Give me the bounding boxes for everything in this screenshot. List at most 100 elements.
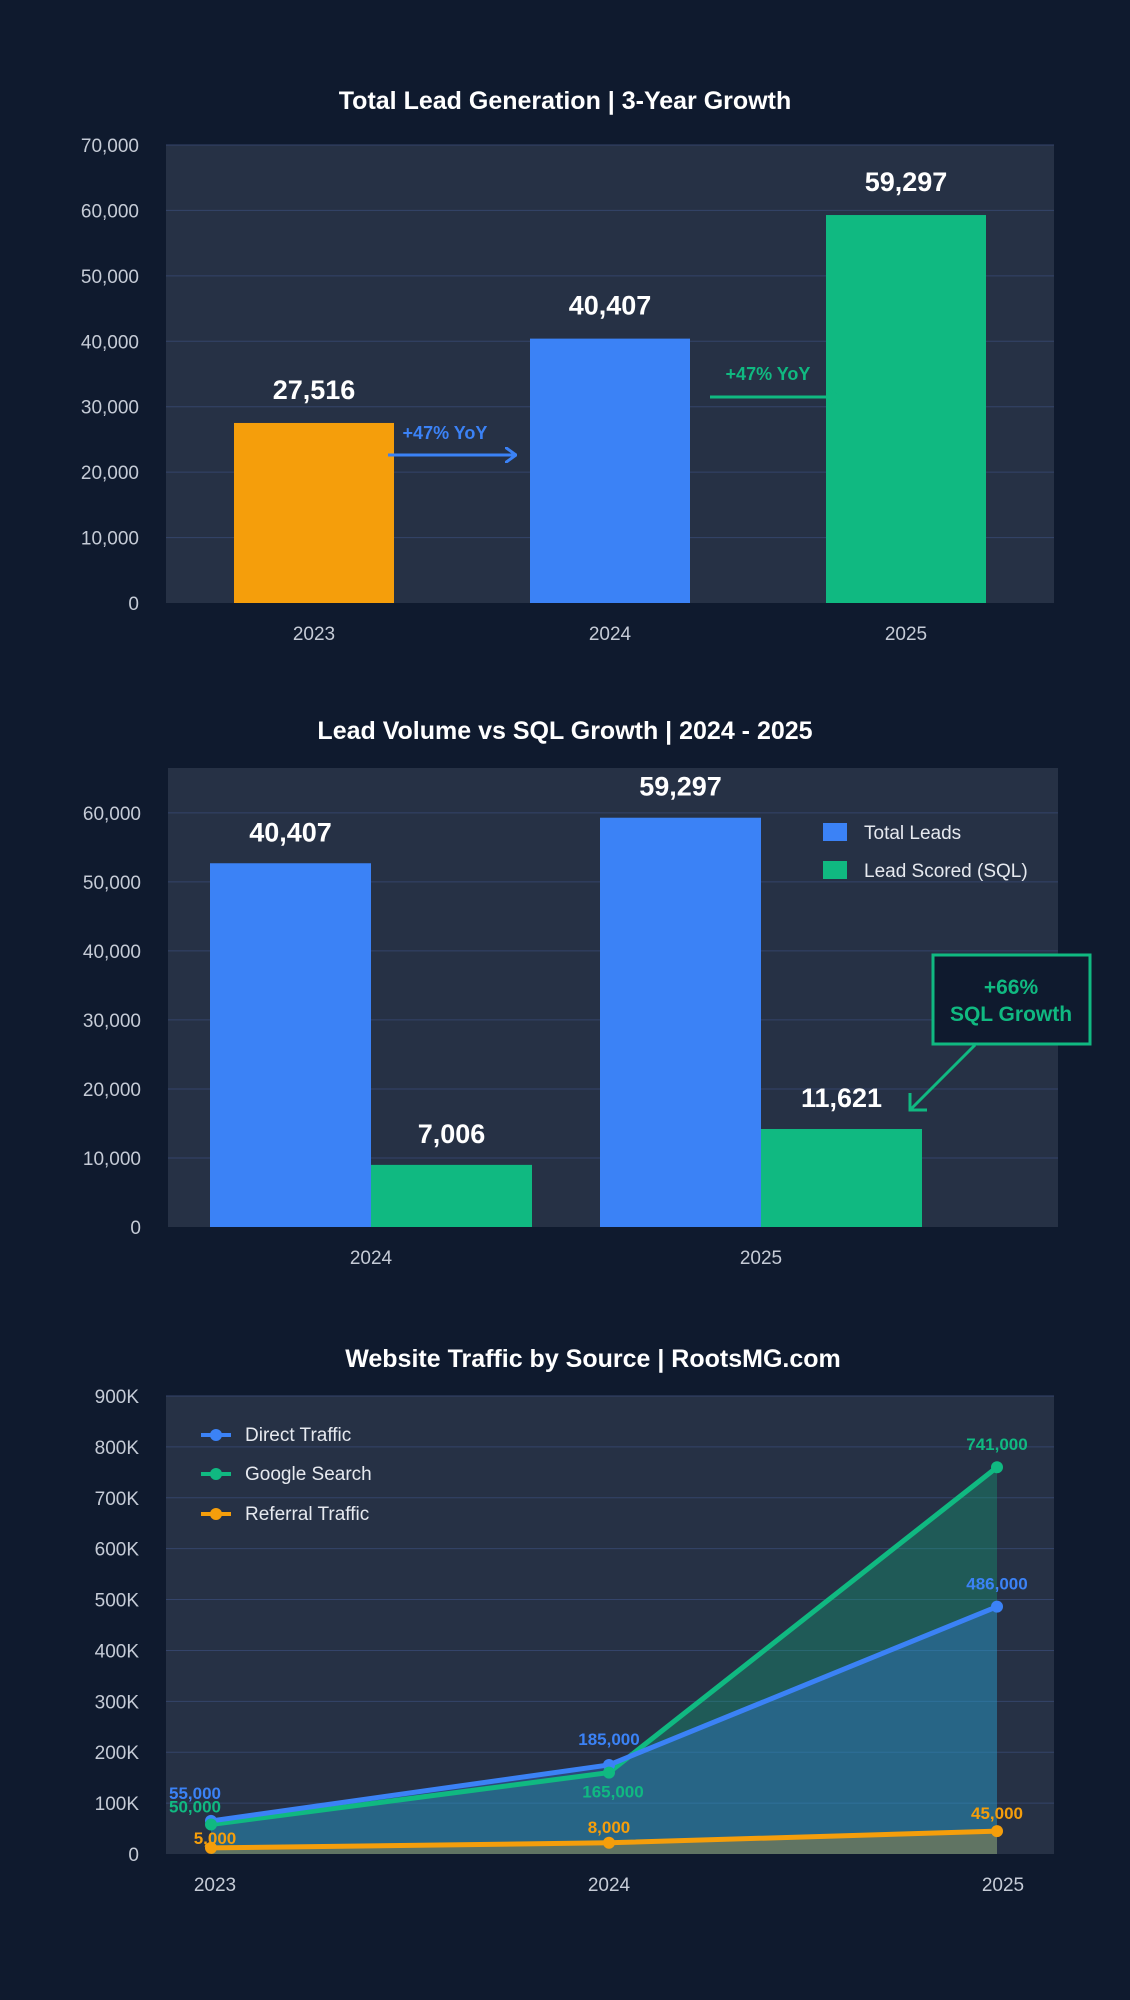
y-tick-label: 500K <box>95 1591 140 1612</box>
point-value-label: 45,000 <box>971 1804 1023 1823</box>
chart-2-legend: Total Leads Lead Scored (SQL) <box>823 823 1028 882</box>
point-value-label: 8,000 <box>588 1818 631 1837</box>
chart-total-leads: Total Lead Generation | 3-Year Growth 0 1… <box>81 87 1054 645</box>
bar-2023 <box>234 422 394 603</box>
y-tick-label: 50,000 <box>83 873 141 894</box>
area-direct-traffic <box>211 1606 997 1854</box>
y-tick-label: 20,000 <box>83 1080 141 1101</box>
area-google-search <box>211 1467 997 1854</box>
chart-3-title: Website Traffic by Source | RootsMG.com <box>345 1345 841 1373</box>
y-tick-label: 100K <box>95 1794 140 1815</box>
point-value-label: 741,000 <box>966 1435 1027 1454</box>
legend-swatch-sql <box>823 861 847 879</box>
y-tick-label: 40,000 <box>81 332 139 353</box>
chart-2-bars: 40,407 7,006 59,297 11,621 <box>210 772 922 1227</box>
bar-2025-sql <box>761 1128 922 1227</box>
legend-label-referral: Referral Traffic <box>245 1504 369 1525</box>
bar-value-label: 59,297 <box>639 772 722 802</box>
y-tick-label: 40,000 <box>83 942 141 963</box>
bar-2024-sql <box>371 1164 532 1227</box>
yoy-label-1: +47% YoY <box>403 423 488 443</box>
chart-1-title: Total Lead Generation | 3-Year Growth <box>339 87 791 115</box>
legend-swatch-total-leads <box>823 823 847 841</box>
chart-3-point-labels: 55,000 185,000 486,000 50,000 165,000 741,000… <box>169 1435 1028 1848</box>
bar-value-label: 40,407 <box>249 817 332 847</box>
chart-2-x-axis: 2024 2025 <box>350 1248 782 1269</box>
chart-3-points <box>205 1461 1003 1854</box>
legend-dot-google <box>210 1468 222 1480</box>
yoy-annotation-2024-2025: +47% YoY <box>710 364 838 397</box>
legend-label-total-leads: Total Leads <box>864 823 961 844</box>
data-point <box>603 1766 615 1779</box>
legend-dot-referral <box>210 1508 222 1520</box>
bar-value-label: 40,407 <box>569 291 652 321</box>
legend-label-google: Google Search <box>245 1464 372 1485</box>
point-value-label: 50,000 <box>169 1797 221 1816</box>
x-tick-label: 2025 <box>982 1875 1024 1896</box>
point-value-label: 5,000 <box>194 1829 237 1848</box>
data-point <box>603 1836 615 1849</box>
bar-2025 <box>826 215 986 603</box>
y-tick-label: 200K <box>95 1743 140 1764</box>
data-point <box>991 1600 1003 1613</box>
callout-line-2: SQL Growth <box>950 1003 1072 1026</box>
bar-value-label: 59,297 <box>865 167 948 197</box>
callout-arrow-line <box>908 1043 977 1112</box>
data-point <box>991 1825 1003 1838</box>
y-tick-label: 20,000 <box>81 463 139 484</box>
point-value-label: 55,000 <box>169 1784 221 1803</box>
bar-value-label: 27,516 <box>273 375 356 405</box>
legend-label-direct: Direct Traffic <box>245 1425 351 1446</box>
y-tick-label: 800K <box>95 1438 140 1459</box>
x-tick-label: 2024 <box>350 1248 393 1269</box>
yoy-label-2: +47% YoY <box>726 364 811 384</box>
chart-3-areas <box>211 1467 997 1854</box>
callout-line-1: +66% <box>984 976 1039 999</box>
point-value-label: 165,000 <box>582 1783 643 1802</box>
x-tick-label: 2024 <box>588 1875 631 1896</box>
y-tick-label: 30,000 <box>83 1011 141 1032</box>
chart-3-grid <box>166 1395 1054 1804</box>
y-tick-label: 400K <box>95 1641 140 1662</box>
data-point <box>205 1841 217 1854</box>
legend-label-sql: Lead Scored (SQL) <box>864 861 1028 882</box>
x-tick-label: 2025 <box>885 624 927 645</box>
y-tick-label: 600K <box>95 1540 140 1561</box>
y-tick-label: 0 <box>128 594 139 615</box>
y-tick-label: 10,000 <box>83 1149 141 1170</box>
bar-2025-total-leads <box>600 817 761 1227</box>
x-tick-label: 2023 <box>194 1875 236 1896</box>
x-tick-label: 2023 <box>293 624 335 645</box>
y-tick-label: 50,000 <box>81 267 139 288</box>
bar-2024 <box>530 338 690 603</box>
x-tick-label: 2025 <box>740 1248 782 1269</box>
y-tick-label: 60,000 <box>83 804 141 825</box>
chart-1-bars: 27,516 40,407 59,297 <box>234 167 986 603</box>
x-tick-label: 2024 <box>589 624 632 645</box>
point-value-label: 486,000 <box>966 1575 1027 1594</box>
point-value-label: 185,000 <box>578 1730 639 1749</box>
bar-2024-total-leads <box>210 863 371 1227</box>
y-tick-label: 700K <box>95 1489 140 1510</box>
y-tick-label: 60,000 <box>81 201 139 222</box>
callout-arrow-head <box>908 1093 927 1112</box>
chart-2-y-axis: 0 10,000 20,000 30,000 40,000 50,000 60,000 <box>83 804 141 1239</box>
legend-dot-direct <box>210 1429 222 1441</box>
y-tick-label: 0 <box>128 1845 139 1866</box>
y-tick-label: 300K <box>95 1692 140 1713</box>
chart-1-x-axis: 2023 2024 2025 <box>293 624 927 645</box>
sql-growth-callout: +66% SQL Growth <box>908 953 1092 1112</box>
area-referral-traffic <box>211 1831 997 1854</box>
y-tick-label: 900K <box>95 1387 140 1408</box>
yoy-annotation-2023-2024: +47% YoY <box>388 423 515 455</box>
chart-3-x-axis: 2023 2024 2025 <box>194 1875 1024 1896</box>
bar-value-label: 7,006 <box>418 1119 486 1149</box>
chart-1-y-axis: 0 10,000 20,000 30,000 40,000 50,000 60,000 70,… <box>81 136 139 615</box>
chart-lead-vs-sql: Lead Volume vs SQL Growth | 2024 - 2025 … <box>83 717 1092 1269</box>
chart-website-traffic: Website Traffic by Source | RootsMG.com … <box>95 1345 1054 1896</box>
y-tick-label: 10,000 <box>81 529 139 550</box>
chart-3-y-axis: 0 100K 200K 300K 400K 500K 600K 700K 800K 900K <box>95 1387 140 1866</box>
callout-box <box>931 953 1092 1046</box>
y-tick-label: 30,000 <box>81 398 139 419</box>
